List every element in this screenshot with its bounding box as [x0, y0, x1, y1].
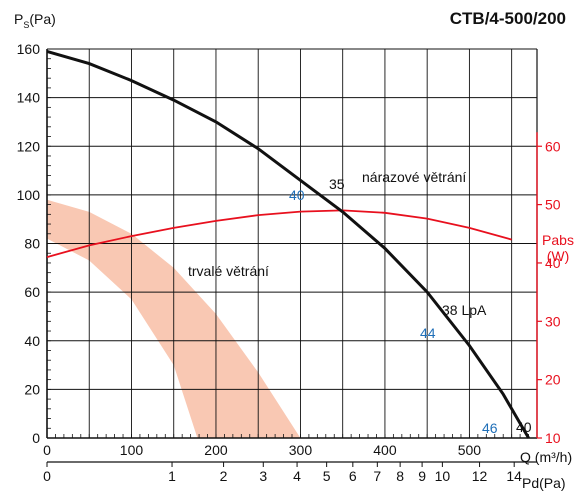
y-tick-labels: 0 20 40 60 80 100 120 140 160	[17, 41, 41, 446]
x-axis-label: Q (m³/h)	[520, 449, 572, 465]
x-tick-label: 500	[458, 442, 482, 458]
y-tick-label: 160	[17, 41, 41, 57]
fan-curve	[46, 49, 530, 439]
y-axis-label: PS(Pa)	[14, 11, 56, 30]
power-label-46: 46	[482, 420, 498, 436]
pd-tick-label: 10	[435, 468, 451, 484]
x-tick-labels: 0 100 200 300 400 500	[43, 442, 481, 458]
pd-tick-label: 7	[373, 468, 381, 484]
pd-tick-label: 14	[506, 468, 522, 484]
y-tick-label: 100	[17, 187, 41, 203]
y-axis-label-sub: S	[23, 20, 29, 30]
pd-tick-label: 9	[418, 468, 426, 484]
x-tick-label: 400	[373, 442, 397, 458]
pd-tick-label: 2	[220, 468, 228, 484]
y-tick-label: 120	[17, 138, 41, 154]
power-axis-label-line2: (W)	[547, 248, 570, 264]
pd-tick-label: 5	[323, 468, 331, 484]
y-axis-label-suffix: (Pa)	[29, 11, 55, 27]
power-axis-label-line1: Pabs	[542, 232, 574, 248]
y-tick-label: 140	[17, 90, 41, 106]
pd-tick-label: 12	[472, 468, 488, 484]
power-tick-label: 10	[545, 430, 561, 446]
power-tick-labels: 10 20 30 40 50 60	[536, 132, 561, 446]
y-tick-label: 40	[24, 333, 40, 349]
pd-tick-label: 8	[396, 468, 404, 484]
pd-tick-label: 0	[43, 468, 51, 484]
x-tick-label: 0	[43, 442, 51, 458]
power-curve	[46, 209, 512, 258]
pd-tick-labels: 0 1 2 3 4 5 6 7 8 9 10 12 14	[43, 462, 522, 484]
chart-title: CTB/4-500/200	[450, 9, 566, 28]
y-tick-label: 20	[24, 381, 40, 397]
noise-label-40-end: 40	[516, 419, 532, 435]
noise-label-38-lpa: 38 LpA	[442, 302, 487, 318]
x-tick-label: 300	[289, 442, 313, 458]
x-tick-label: 200	[204, 442, 228, 458]
power-tick-label: 40	[545, 255, 561, 271]
y-axis-label-prefix: P	[14, 11, 23, 27]
pd-axis-label: Pd(Pa)	[522, 475, 566, 491]
pd-tick-label: 6	[349, 468, 357, 484]
power-tick-label: 60	[545, 138, 561, 154]
y-tick-label: 60	[24, 284, 40, 300]
continuous-ventilation-label: trvalé větrání	[188, 263, 269, 279]
power-label-44: 44	[420, 325, 436, 341]
pd-tick-label: 1	[168, 468, 176, 484]
x-tick-label: 100	[120, 442, 144, 458]
power-label-40-blue: 40	[289, 187, 305, 203]
y-tick-label: 0	[32, 430, 40, 446]
boost-ventilation-label: nárazové větrání	[362, 169, 466, 185]
noise-label-35: 35	[329, 176, 345, 192]
power-tick-label: 30	[545, 313, 561, 329]
power-tick-label: 20	[545, 372, 561, 388]
pd-tick-label: 3	[259, 468, 267, 484]
power-tick-label: 50	[545, 197, 561, 213]
y-tick-label: 80	[24, 236, 40, 252]
pd-tick-label: 4	[293, 468, 301, 484]
